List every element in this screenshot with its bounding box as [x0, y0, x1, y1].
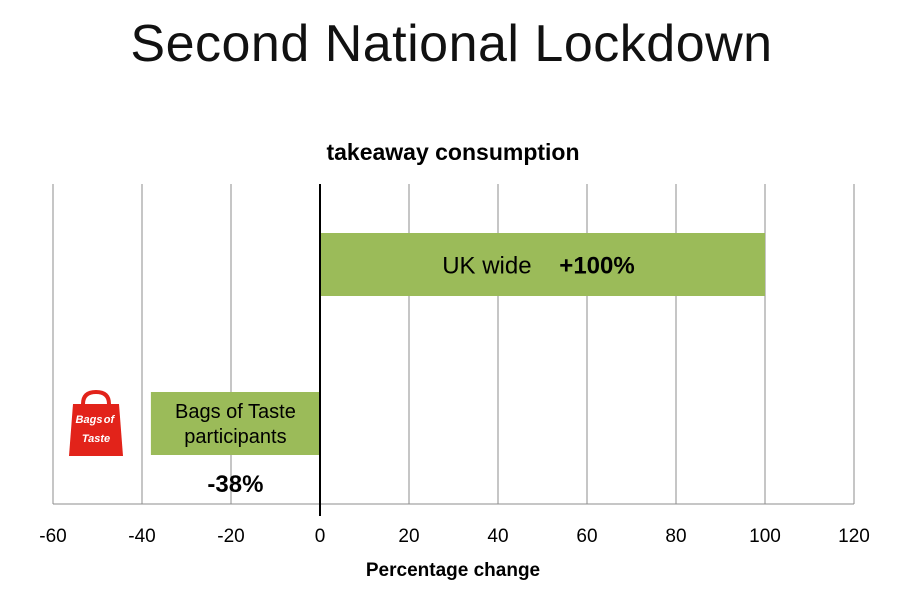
gridlines [52, 184, 855, 505]
slide-title: Second National Lockdown [130, 15, 773, 73]
x-tick-label: 60 [576, 526, 597, 547]
x-tick-label: 100 [749, 526, 781, 547]
bag-handle-icon [81, 389, 111, 405]
bar-value-label: -38% [207, 471, 263, 498]
bars [150, 233, 765, 455]
x-tick-label: 0 [315, 526, 326, 547]
bar-category-label: UK wide [442, 253, 531, 280]
x-tick-label: -20 [217, 526, 244, 547]
bag-body-icon [69, 404, 123, 456]
chart-title: takeaway consumption [326, 139, 579, 165]
x-tick-label: 120 [838, 526, 870, 547]
x-tick-label: 80 [665, 526, 686, 547]
bags-of-taste-logo: Bags of Taste [69, 389, 123, 456]
bar [320, 233, 765, 296]
bar [150, 392, 320, 455]
x-axis-title: Percentage change [366, 560, 540, 581]
logo-line1: Bags [76, 414, 103, 426]
bar-labels: UK wide +100% Bags of Taste participants -38… [175, 253, 635, 499]
bar-category-label: Bags of Taste [175, 401, 296, 423]
x-tick-label: -40 [128, 526, 155, 547]
logo-line3: Taste [82, 433, 110, 445]
x-tick-label: 40 [487, 526, 508, 547]
logo-line2: of [104, 414, 116, 426]
x-tick-label: -60 [39, 526, 66, 547]
x-tick-label: 20 [398, 526, 419, 547]
x-tick-labels: -60 -40 -20 0 20 40 60 80 100 120 [39, 526, 870, 547]
bar-category-label: participants [184, 426, 286, 448]
bar-value-label: +100% [559, 253, 634, 280]
